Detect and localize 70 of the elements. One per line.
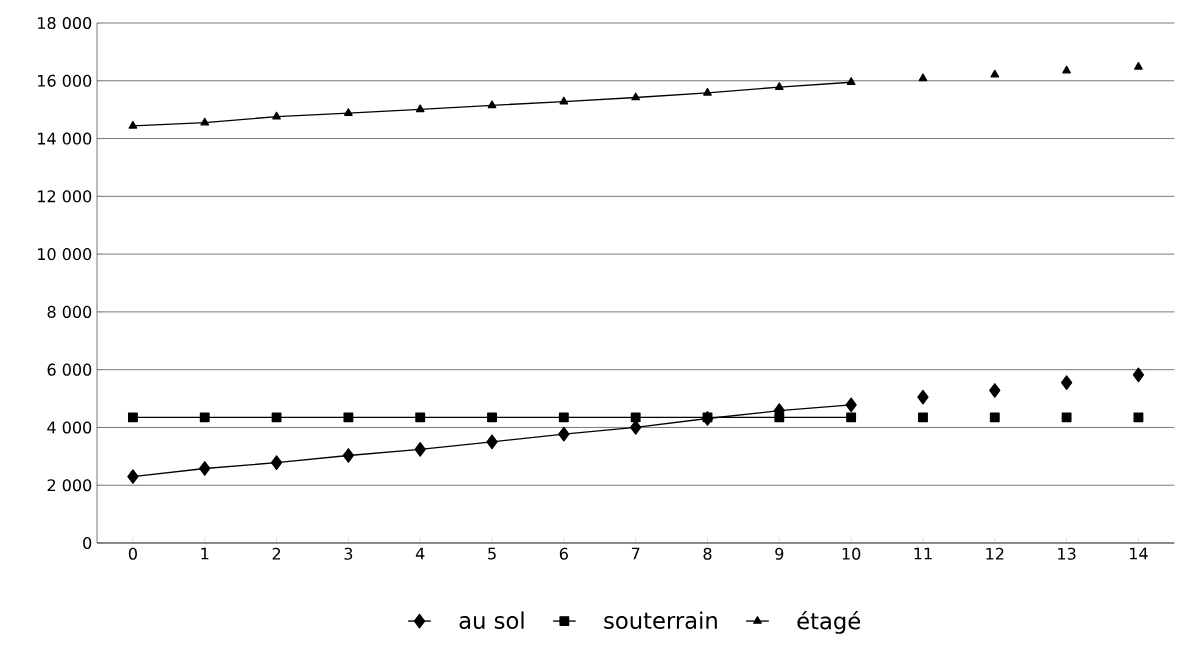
- point: [558, 412, 569, 423]
- y-tick-label: 12 000: [38, 190, 92, 203]
- point: [1062, 65, 1071, 74]
- y-tick-label: 8 000: [47, 305, 92, 318]
- x-tick-label: 10: [842, 547, 861, 560]
- x-tick-label: 14: [1130, 547, 1148, 560]
- point: [271, 412, 282, 423]
- y-tick-label: 2 000: [47, 479, 92, 492]
- point: [1133, 412, 1144, 423]
- point: [415, 104, 425, 113]
- point: [199, 461, 211, 476]
- point: [630, 420, 642, 435]
- x-tick-label: 4: [415, 547, 425, 560]
- x-tick-label: 0: [128, 547, 137, 560]
- point: [486, 434, 498, 450]
- point: [200, 117, 210, 126]
- x-tick-label: 5: [488, 547, 496, 560]
- point: [630, 412, 641, 423]
- point: [487, 100, 497, 109]
- x-tick-label: 7: [631, 547, 640, 560]
- point: [344, 108, 353, 116]
- y-tick-label: 18 000: [38, 16, 92, 30]
- point: [1134, 61, 1143, 70]
- point: [272, 111, 281, 120]
- point: [846, 412, 857, 423]
- point: [845, 397, 857, 413]
- point: [558, 426, 570, 442]
- x-tick-label: 8: [703, 547, 712, 560]
- x-tick-label: 1: [201, 547, 209, 560]
- point: [199, 412, 210, 423]
- point: [631, 92, 641, 101]
- point: [487, 412, 497, 423]
- legend-label: au sol: [459, 611, 524, 629]
- point: [415, 412, 426, 423]
- point: [127, 469, 139, 484]
- y-tick-label: 4 000: [47, 421, 92, 434]
- x-tick-label: 6: [559, 547, 568, 560]
- y-tick-label: 0: [83, 536, 92, 550]
- point: [846, 77, 856, 86]
- x-tick-label: 2: [272, 547, 281, 560]
- x-tick-label: 9: [775, 547, 784, 560]
- point: [989, 383, 1001, 398]
- point: [270, 455, 283, 471]
- point: [1132, 367, 1145, 383]
- x-tick-label: 12: [986, 547, 1004, 560]
- point: [917, 389, 929, 405]
- point: [774, 82, 784, 90]
- point: [990, 69, 1000, 78]
- point: [128, 120, 138, 129]
- y-tick-label: 6 000: [47, 363, 92, 376]
- point: [918, 412, 928, 423]
- y-tick-label: 14 000: [38, 132, 92, 145]
- point: [703, 87, 712, 96]
- legend-label: souterrain: [604, 611, 717, 629]
- point: [1061, 412, 1072, 423]
- point: [559, 96, 569, 105]
- y-tick-label: 16 000: [38, 74, 92, 87]
- point: [774, 412, 785, 423]
- point: [127, 412, 138, 423]
- point: [989, 412, 1000, 423]
- point: [414, 442, 426, 457]
- point: [918, 73, 928, 82]
- point: [342, 448, 355, 463]
- point: [1060, 375, 1073, 390]
- point: [343, 412, 354, 423]
- x-tick-label: 11: [914, 547, 932, 560]
- y-tick-label: 10 000: [38, 248, 92, 261]
- x-tick-label: 3: [344, 547, 353, 560]
- x-tick-label: 13: [1058, 547, 1076, 560]
- legend-label: étagé: [797, 611, 861, 634]
